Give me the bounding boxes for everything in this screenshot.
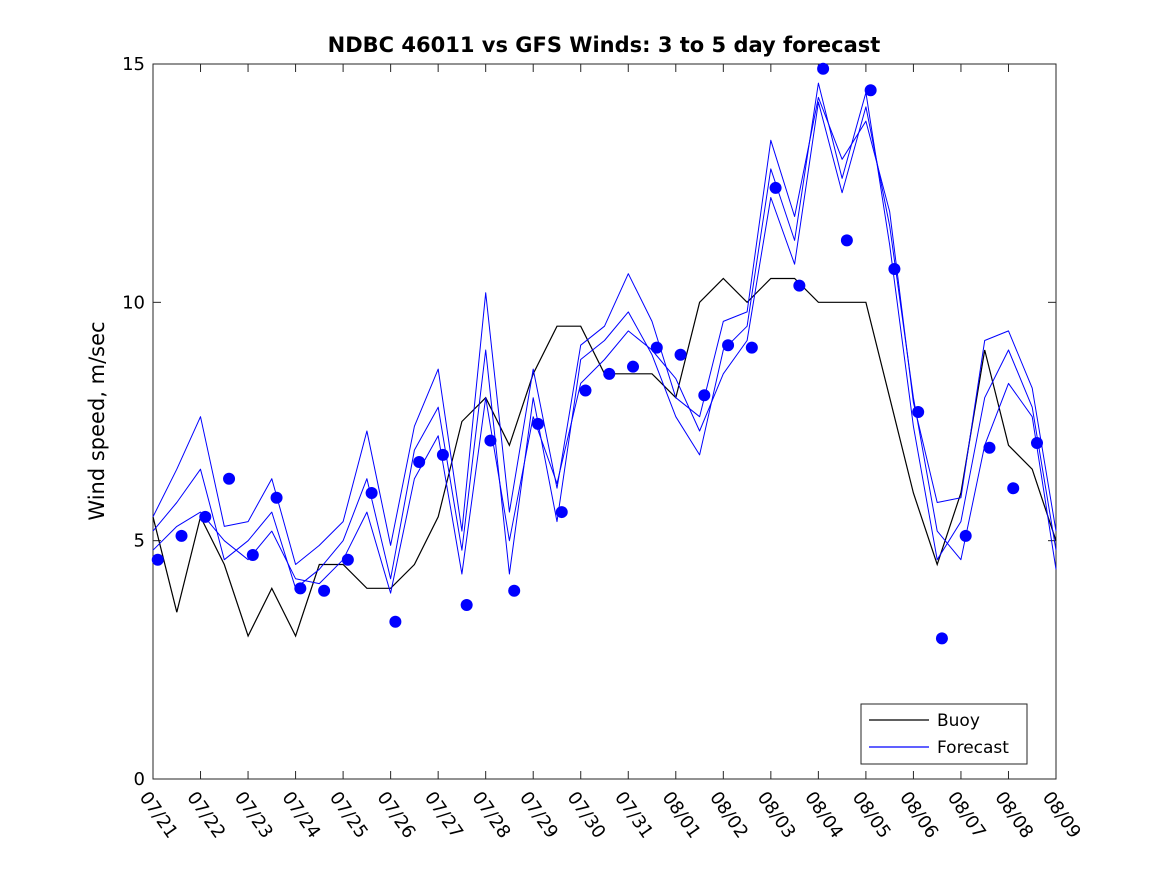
x-tick-label: 08/01 bbox=[658, 788, 705, 843]
forecast-point bbox=[508, 584, 521, 597]
forecast-point bbox=[698, 389, 711, 402]
x-tick-label: 08/06 bbox=[895, 788, 942, 843]
legend-buoy-label: Buoy bbox=[937, 711, 980, 731]
x-tick-label: 07/21 bbox=[135, 788, 182, 843]
x-tick-label: 08/05 bbox=[848, 788, 895, 843]
legend-box bbox=[860, 703, 1028, 765]
forecast-point bbox=[531, 417, 544, 430]
chart-title: NDBC 46011 vs GFS Winds: 3 to 5 day fore… bbox=[328, 33, 881, 57]
x-tick-label: 08/04 bbox=[800, 788, 847, 843]
forecast-point bbox=[983, 441, 996, 454]
forecast-point bbox=[341, 553, 354, 566]
forecast-point bbox=[365, 487, 378, 499]
y-tick-label: 10 bbox=[122, 292, 145, 313]
forecast-point bbox=[484, 434, 497, 447]
forecast-point bbox=[912, 405, 925, 418]
forecast-line bbox=[152, 96, 1057, 565]
forecast-point bbox=[864, 84, 877, 97]
forecast-point bbox=[959, 529, 972, 542]
legend: Buoy Forecast bbox=[860, 703, 1028, 765]
forecast-point bbox=[460, 599, 473, 612]
y-axis: 0 5 10 15 bbox=[122, 54, 1056, 790]
forecast-point bbox=[1030, 436, 1043, 449]
y-tick-label: 5 bbox=[134, 531, 145, 552]
forecast-line bbox=[152, 82, 1057, 589]
forecast-point bbox=[888, 262, 901, 275]
forecast-point bbox=[436, 448, 449, 461]
x-tick-label: 07/23 bbox=[230, 788, 277, 843]
x-tick-label: 08/08 bbox=[990, 788, 1037, 843]
x-tick-label: 07/22 bbox=[182, 788, 229, 843]
forecast-point bbox=[413, 456, 426, 469]
x-tick-label: 07/25 bbox=[325, 788, 372, 843]
forecast-point bbox=[246, 548, 259, 561]
x-tick-label: 08/07 bbox=[943, 788, 990, 843]
forecast-point bbox=[223, 472, 236, 485]
forecast-point bbox=[1007, 482, 1020, 495]
x-tick-label: 07/24 bbox=[277, 788, 324, 843]
forecast-point bbox=[199, 510, 212, 523]
forecast-point bbox=[603, 367, 616, 380]
forecast-point bbox=[935, 632, 948, 645]
forecast-point bbox=[817, 62, 830, 75]
forecast-point bbox=[175, 529, 188, 542]
x-tick-label: 07/31 bbox=[610, 788, 657, 843]
forecast-point bbox=[579, 384, 592, 397]
forecast-point bbox=[674, 348, 687, 361]
x-tick-label: 07/28 bbox=[468, 788, 515, 843]
forecast-point bbox=[650, 341, 663, 354]
forecast-series bbox=[152, 82, 1057, 594]
x-tick-label: 07/26 bbox=[373, 788, 420, 843]
y-axis-label: Wind speed, m/sec bbox=[85, 321, 109, 520]
forecast-point bbox=[318, 584, 331, 597]
forecast-point bbox=[151, 553, 164, 566]
forecast-point bbox=[389, 615, 402, 628]
forecast-point bbox=[270, 491, 283, 504]
forecast-point bbox=[769, 181, 782, 194]
forecast-point bbox=[722, 339, 735, 352]
x-tick-label: 08/03 bbox=[753, 788, 800, 843]
x-tick-label: 08/09 bbox=[1038, 788, 1085, 843]
x-tick-label: 07/30 bbox=[563, 788, 610, 843]
plot-frame bbox=[152, 63, 1057, 780]
forecast-point bbox=[745, 341, 758, 354]
forecast-point bbox=[627, 360, 640, 373]
forecast-point bbox=[294, 582, 307, 595]
x-tick-label: 07/29 bbox=[515, 788, 562, 843]
forecast-point bbox=[793, 279, 806, 292]
forecast-point bbox=[840, 234, 853, 247]
forecast-point bbox=[555, 506, 568, 519]
y-tick-label: 0 bbox=[134, 769, 145, 790]
x-tick-label: 07/27 bbox=[420, 788, 467, 843]
y-tick-label: 15 bbox=[122, 54, 145, 75]
legend-forecast-label: Forecast bbox=[937, 738, 1009, 758]
x-tick-label: 08/02 bbox=[705, 788, 752, 843]
forecast-points bbox=[151, 62, 1043, 645]
